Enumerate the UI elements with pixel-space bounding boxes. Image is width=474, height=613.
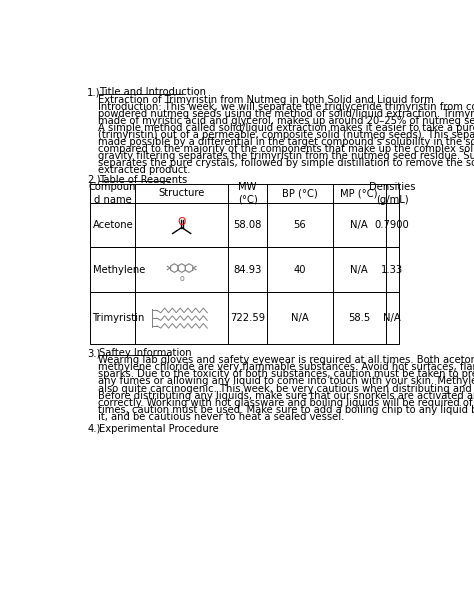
Text: Title and Introduction: Title and Introduction [99, 88, 206, 97]
Text: Introduction: This week, we will separate the triglyceride trimyristin from comm: Introduction: This week, we will separat… [98, 102, 474, 112]
Text: 84.93: 84.93 [233, 265, 262, 275]
Text: N/A: N/A [350, 265, 368, 275]
Text: it, and be cautious never to heat a sealed vessel.: it, and be cautious never to heat a seal… [98, 412, 345, 422]
Text: 1.33: 1.33 [381, 265, 403, 275]
Text: Experimental Procedure: Experimental Procedure [99, 424, 219, 433]
Text: O: O [177, 217, 186, 227]
Text: correctly. Working with hot glassware and boiling liquids will be required of yo: correctly. Working with hot glassware an… [98, 398, 474, 408]
Text: N/A: N/A [350, 220, 368, 230]
Text: Trimyristin: Trimyristin [92, 313, 145, 323]
Text: 722.59: 722.59 [230, 313, 265, 323]
Text: 40: 40 [293, 265, 306, 275]
Text: N/A: N/A [383, 313, 401, 323]
Text: made possible by a differential in the target compound’s solubility in the solve: made possible by a differential in the t… [98, 137, 474, 147]
Text: 58.5: 58.5 [348, 313, 370, 323]
Text: 4.): 4.) [87, 424, 100, 433]
Text: BP (°C): BP (°C) [282, 188, 318, 199]
Text: sparks. Due to the toxicity of both substances, caution must be taken to prevent: sparks. Due to the toxicity of both subs… [98, 370, 474, 379]
Text: methylene chloride are very flammable substances. Avoid hot surfaces, flames, an: methylene chloride are very flammable su… [98, 362, 474, 372]
Text: Wearing lab gloves and safety eyewear is required at all times. Both acetone and: Wearing lab gloves and safety eyewear is… [98, 355, 474, 365]
Text: also quite carcinogenic. This week, be very cautious when distributing and disti: also quite carcinogenic. This week, be v… [98, 384, 474, 394]
Text: MP (°C): MP (°C) [340, 188, 378, 199]
Text: Acetone: Acetone [92, 220, 133, 230]
Text: Saftey Information: Saftey Information [99, 348, 191, 358]
Text: compared to the majority of the components that make up the complex solid. After: compared to the majority of the componen… [98, 144, 474, 154]
Text: Densities
(g/mL): Densities (g/mL) [369, 182, 415, 205]
Text: 0.7900: 0.7900 [375, 220, 410, 230]
Text: times, caution must be used. Make sure to add a boiling chip to any liquid befor: times, caution must be used. Make sure t… [98, 405, 474, 415]
Bar [90, 292, 399, 345]
Text: Table of Reagents: Table of Reagents [99, 175, 187, 185]
Text: MW
(°C): MW (°C) [237, 182, 257, 205]
Text: Methylene: Methylene [92, 265, 145, 275]
Text: 1.): 1.) [87, 88, 100, 97]
Text: Compoun
d name: Compoun d name [89, 182, 137, 205]
Text: 3.): 3.) [87, 348, 100, 358]
Text: 58.08: 58.08 [233, 220, 262, 230]
Text: separates the pure crystals, followed by simple distillation to remove the solve: separates the pure crystals, followed by… [98, 158, 474, 168]
Text: gravity filtering separates the trimyristin from the nutmeg seed residue. Suctio: gravity filtering separates the trimyris… [98, 151, 474, 161]
Text: (trimyristin) out of a permeable, composite solid (nutmeg seeds). This separatio: (trimyristin) out of a permeable, compos… [98, 130, 474, 140]
Text: Structure: Structure [158, 188, 205, 199]
Text: A simple method called solid/liquid extraction makes it easier to take a pure ma: A simple method called solid/liquid extr… [98, 123, 474, 133]
Text: N/A: N/A [291, 313, 309, 323]
Bar [90, 247, 399, 292]
Text: Extraction of Trimyristin from Nutmeg in both Solid and Liquid form: Extraction of Trimyristin from Nutmeg in… [98, 94, 434, 104]
Text: Before distributing any liquids, make sure that our snorkels are activated and o: Before distributing any liquids, make su… [98, 390, 474, 401]
Text: made of myristic acid and glycerol, makes up around 20–25% of nutmeg seeds by ma: made of myristic acid and glycerol, make… [98, 116, 474, 126]
Text: any fumes or allowing any liquid to come into touch with your skin. Methylene ch: any fumes or allowing any liquid to come… [98, 376, 474, 386]
Text: powdered nutmeg seeds using the method of solid/liquid extraction. Trimyristin, : powdered nutmeg seeds using the method o… [98, 109, 474, 119]
Text: extracted product.: extracted product. [98, 166, 191, 175]
Bar [90, 184, 399, 203]
Bar [90, 203, 399, 247]
Text: 56: 56 [293, 220, 306, 230]
Text: 2.): 2.) [87, 175, 100, 185]
Text: o: o [179, 274, 184, 283]
